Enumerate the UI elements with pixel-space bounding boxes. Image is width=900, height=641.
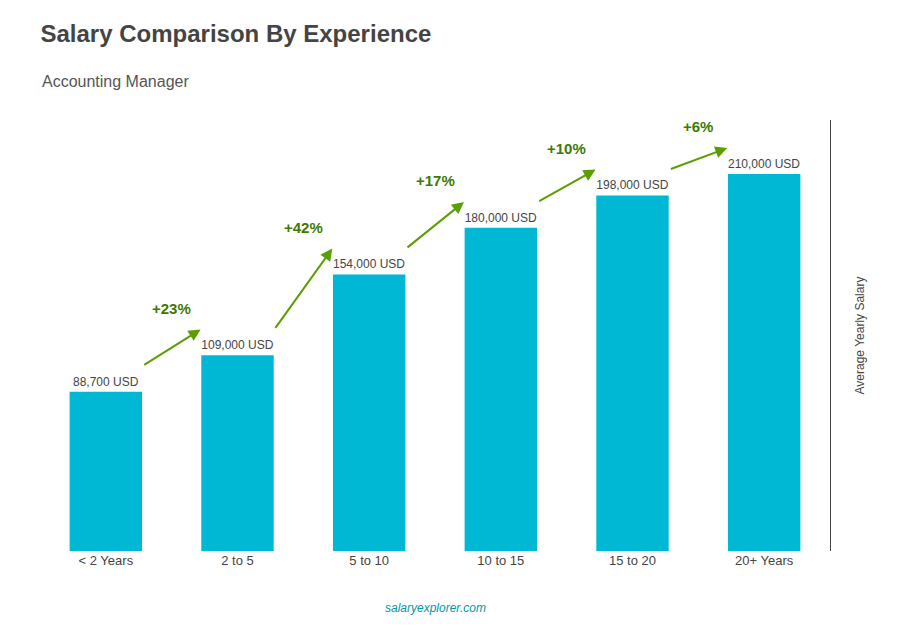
svg-text:+42%: +42% xyxy=(284,219,323,236)
svg-text:+17%: +17% xyxy=(416,172,455,189)
svg-text:109,000 USD: 109,000 USD xyxy=(201,338,273,352)
svg-text:Average Yearly Salary: Average Yearly Salary xyxy=(853,277,867,395)
svg-text:20+ Years: 20+ Years xyxy=(735,553,794,568)
svg-text:10 to 15: 10 to 15 xyxy=(477,553,524,568)
svg-text:198,000 USD: 198,000 USD xyxy=(596,178,668,192)
svg-text:15 to 20: 15 to 20 xyxy=(609,553,656,568)
svg-text:5 to 10: 5 to 10 xyxy=(349,553,389,568)
svg-text:210,000 USD: 210,000 USD xyxy=(728,157,800,171)
svg-text:Salary Comparison By Experienc: Salary Comparison By Experience xyxy=(41,20,432,47)
svg-text:+6%: +6% xyxy=(683,118,713,135)
svg-text:+23%: +23% xyxy=(152,300,191,317)
svg-text:180,000 USD: 180,000 USD xyxy=(465,211,537,225)
svg-text:154,000 USD: 154,000 USD xyxy=(333,257,405,271)
svg-text:88,700 USD: 88,700 USD xyxy=(73,375,139,389)
svg-text:< 2 Years: < 2 Years xyxy=(79,553,134,568)
svg-text:2 to 5: 2 to 5 xyxy=(221,553,254,568)
svg-text:+10%: +10% xyxy=(547,140,586,157)
svg-text:salaryexplorer.com: salaryexplorer.com xyxy=(385,601,486,615)
svg-text:Accounting Manager: Accounting Manager xyxy=(42,73,189,90)
